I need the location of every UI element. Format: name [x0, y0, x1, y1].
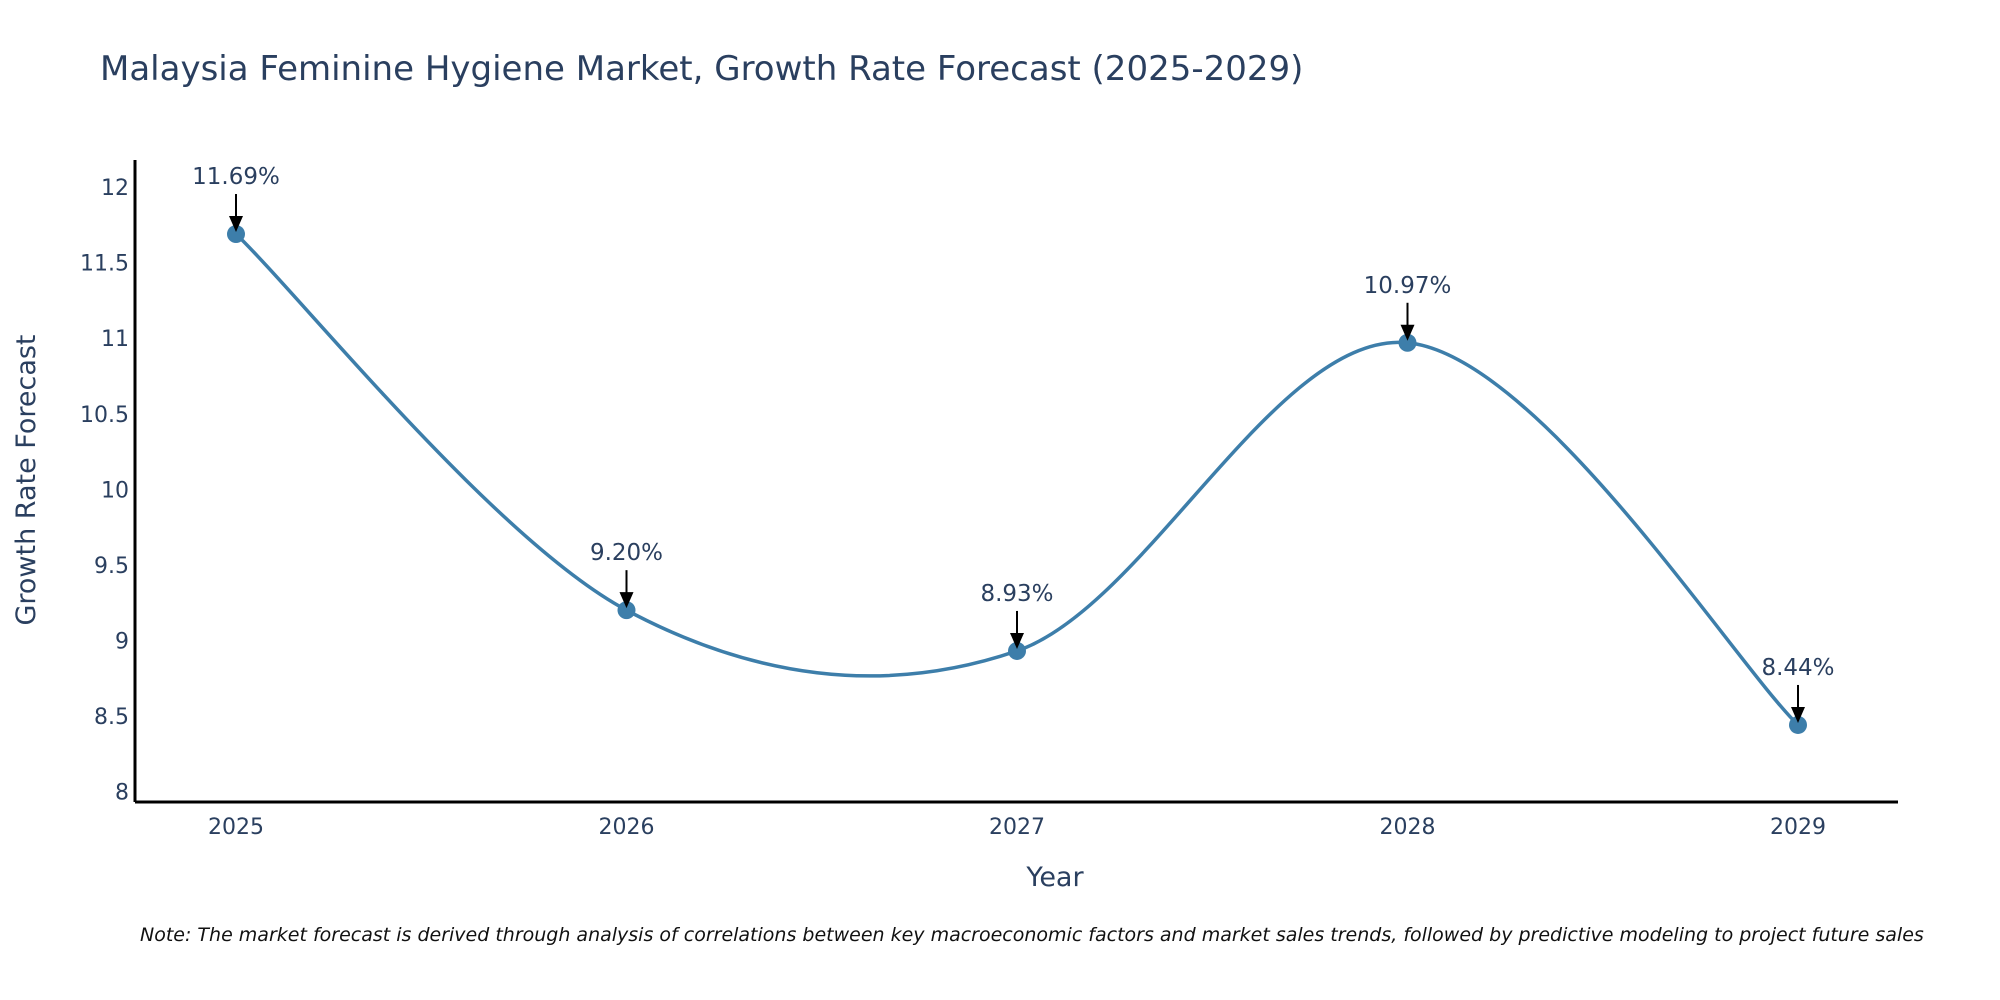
data-point[interactable]	[617, 601, 636, 620]
data-label: 9.20%	[590, 540, 663, 566]
y-tick-label: 9.5	[94, 554, 129, 579]
x-tick-label: 2028	[1380, 815, 1436, 840]
y-tick-label: 8.5	[94, 705, 129, 730]
annotation-arrowhead	[1400, 324, 1415, 341]
data-point[interactable]	[1008, 641, 1026, 660]
series-line	[234, 232, 1800, 727]
annotation-arrowhead	[229, 216, 243, 233]
plot-area: 8 8.5 9 9.5 10 10.5 11 11.5 12 2025 2026 2027 2028 20…	[80, 160, 1898, 840]
annotation-arrowhead	[1791, 706, 1805, 723]
chart-title: Malaysia Feminine Hygiene Market, Growth…	[100, 49, 1303, 89]
y-tick-label: 8	[115, 780, 129, 805]
data-label: 10.97%	[1364, 273, 1452, 299]
data-label: 8.93%	[980, 581, 1053, 607]
x-tick-label: 2026	[599, 815, 655, 840]
x-tick-label: 2027	[989, 815, 1045, 840]
data-point[interactable]	[1398, 333, 1417, 352]
data-label: 8.44%	[1761, 655, 1834, 681]
y-tick-label: 10.5	[80, 403, 129, 428]
x-tick-label: 2025	[208, 815, 264, 840]
y-tick-label: 10	[101, 478, 129, 503]
y-tick-label: 11.5	[80, 252, 129, 277]
annotation-arrowhead	[619, 592, 634, 609]
x-tick-label: 2029	[1770, 815, 1826, 840]
y-tick-label: 11	[101, 327, 129, 352]
y-axis-title: Growth Rate Forecast	[11, 334, 42, 625]
y-tick-label: 12	[101, 176, 129, 201]
data-point[interactable]	[227, 225, 245, 244]
data-point[interactable]	[1789, 715, 1807, 734]
x-axis-title: Year	[1025, 862, 1084, 893]
annotation-arrowhead	[1010, 632, 1024, 649]
y-tick-label: 9	[115, 629, 129, 654]
methodology-note: Note: The market forecast is derived thr…	[140, 924, 1924, 946]
data-label: 11.69%	[192, 164, 280, 190]
